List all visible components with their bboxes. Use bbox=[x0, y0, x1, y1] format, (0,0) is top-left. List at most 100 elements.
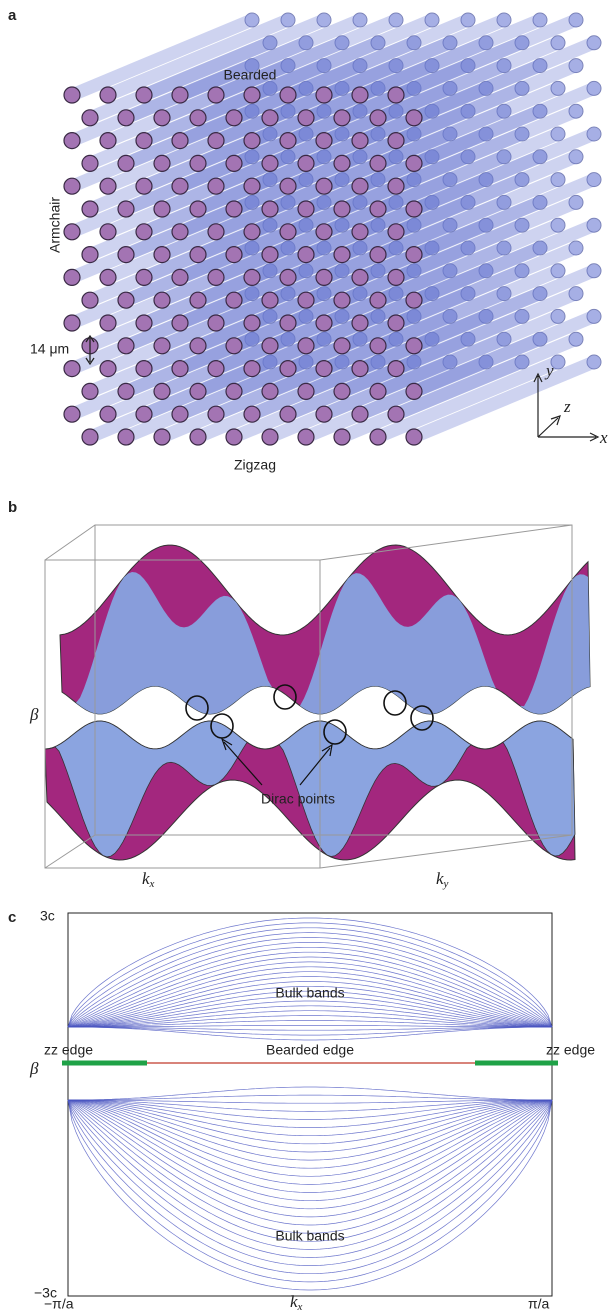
band-curve bbox=[68, 1100, 552, 1290]
rod-end bbox=[118, 201, 134, 217]
rod-end bbox=[226, 292, 242, 308]
rod-end bbox=[244, 224, 260, 240]
rod-end bbox=[154, 338, 170, 354]
rod-end bbox=[388, 224, 404, 240]
rod-end bbox=[280, 224, 296, 240]
rod-end bbox=[118, 110, 134, 126]
rod-end bbox=[388, 133, 404, 149]
rod-end bbox=[298, 429, 314, 445]
rod-end bbox=[388, 87, 404, 103]
rod-end bbox=[298, 292, 314, 308]
panel-a bbox=[64, 13, 601, 445]
rod-end bbox=[82, 429, 98, 445]
rod-end bbox=[172, 87, 188, 103]
rod-end bbox=[370, 292, 386, 308]
edge-label: Bearded edge bbox=[266, 1042, 354, 1058]
rod-end bbox=[406, 247, 422, 263]
rod-end bbox=[298, 155, 314, 171]
rod-end bbox=[370, 155, 386, 171]
rod-end bbox=[136, 361, 152, 377]
rod-end bbox=[352, 315, 368, 331]
rod-end bbox=[154, 201, 170, 217]
rod-end bbox=[244, 361, 260, 377]
rod-end bbox=[136, 269, 152, 285]
rod-end bbox=[244, 315, 260, 331]
rod-end bbox=[64, 224, 80, 240]
tick-label: π/a bbox=[528, 1296, 550, 1312]
rod-end bbox=[172, 361, 188, 377]
rod-end bbox=[298, 247, 314, 263]
rod-end bbox=[226, 383, 242, 399]
rod-end bbox=[316, 406, 332, 422]
rod-end bbox=[388, 315, 404, 331]
rod-end bbox=[190, 338, 206, 354]
rod-end bbox=[298, 110, 314, 126]
rod-end bbox=[154, 110, 170, 126]
rod-end bbox=[406, 110, 422, 126]
rod-end bbox=[136, 178, 152, 194]
rod-end bbox=[262, 201, 278, 217]
rod-end bbox=[82, 201, 98, 217]
figure: a Bearded Armchair 14 μm Zigzag y z x b … bbox=[0, 0, 610, 1313]
band-label: Bulk bands bbox=[275, 1228, 344, 1244]
rod-end bbox=[64, 178, 80, 194]
rod-end bbox=[316, 133, 332, 149]
rod-end bbox=[352, 406, 368, 422]
rod-end bbox=[406, 383, 422, 399]
band-curve bbox=[68, 1027, 552, 1040]
rod-end bbox=[370, 383, 386, 399]
rod-end bbox=[190, 110, 206, 126]
edge-label: Bearded bbox=[224, 67, 277, 83]
rod-end bbox=[100, 361, 116, 377]
edge-label: zz edge bbox=[546, 1042, 595, 1058]
rod-end bbox=[118, 383, 134, 399]
rod-end bbox=[298, 338, 314, 354]
rod-end bbox=[370, 201, 386, 217]
rod-end bbox=[280, 133, 296, 149]
rod-end bbox=[118, 429, 134, 445]
rod-end bbox=[370, 247, 386, 263]
axis-label: kx bbox=[142, 869, 155, 890]
rod-end bbox=[406, 338, 422, 354]
rod-end bbox=[208, 315, 224, 331]
scale-label: 14 μm bbox=[30, 341, 69, 357]
rod-end bbox=[352, 178, 368, 194]
rod-end bbox=[352, 361, 368, 377]
rod-end bbox=[244, 178, 260, 194]
band-curve bbox=[68, 1100, 552, 1152]
panel-b bbox=[45, 525, 590, 868]
panel-label: c bbox=[8, 909, 16, 926]
rod-end bbox=[136, 315, 152, 331]
rod-end bbox=[406, 155, 422, 171]
rod-end bbox=[388, 406, 404, 422]
rod-end bbox=[100, 406, 116, 422]
edge-label: zz edge bbox=[44, 1042, 93, 1058]
band-curve bbox=[68, 1100, 552, 1111]
rod-end bbox=[406, 429, 422, 445]
band-label: Bulk bands bbox=[275, 985, 344, 1001]
rod-end bbox=[172, 406, 188, 422]
rod-end bbox=[208, 87, 224, 103]
rod-end bbox=[334, 383, 350, 399]
rod-end bbox=[154, 429, 170, 445]
panel-label: a bbox=[8, 7, 17, 24]
rod-end bbox=[100, 178, 116, 194]
rod-end bbox=[262, 429, 278, 445]
rod-end bbox=[136, 224, 152, 240]
rod-end bbox=[190, 383, 206, 399]
rod-end bbox=[190, 201, 206, 217]
rod-end bbox=[280, 315, 296, 331]
rod-end bbox=[388, 361, 404, 377]
rod-end bbox=[334, 110, 350, 126]
axis-label: ky bbox=[436, 869, 449, 890]
rod-end bbox=[334, 155, 350, 171]
tick-label: 3c bbox=[40, 908, 55, 924]
axis-label: y bbox=[544, 361, 554, 380]
rod-end bbox=[244, 269, 260, 285]
rod-end bbox=[100, 269, 116, 285]
rod-end bbox=[370, 110, 386, 126]
rod-end bbox=[154, 292, 170, 308]
rod-end bbox=[136, 87, 152, 103]
band-curve bbox=[68, 938, 552, 1028]
rod-end bbox=[262, 292, 278, 308]
